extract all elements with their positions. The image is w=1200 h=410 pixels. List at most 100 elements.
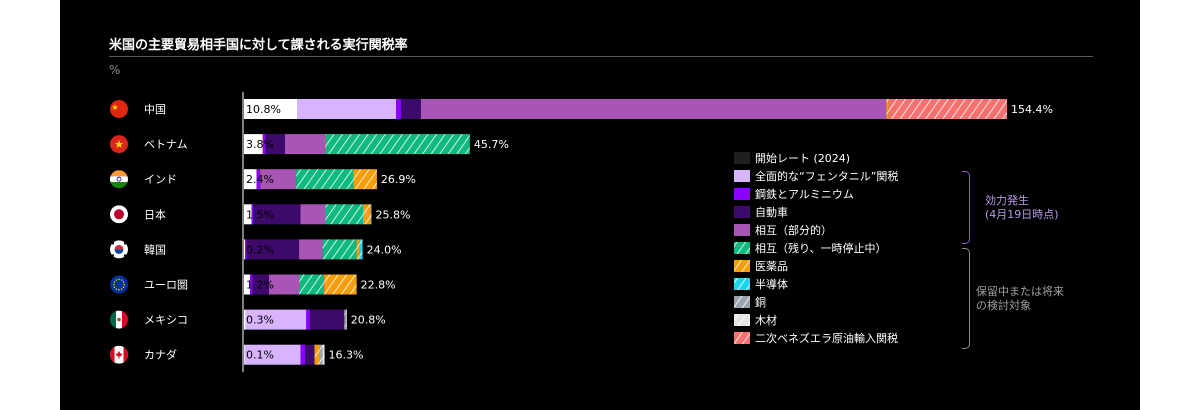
category-label: 中国 <box>144 103 166 116</box>
legend: 開始レート (2024) 全面的な“フェンタニル”関税鋼鉄とアルミニウム自動車相互… <box>734 151 898 345</box>
bar-segment-reciprocal_remaining <box>325 134 470 155</box>
bar-segment-steel_aluminum <box>251 204 253 225</box>
unit-label: % <box>109 63 121 77</box>
legend-item-steel_aluminum: 鋼鉄とアルミニウム <box>734 187 854 201</box>
start-rate-label: 2.4% <box>246 173 274 186</box>
total-label: 154.4% <box>1011 103 1053 116</box>
category-label: メキシコ <box>144 314 188 327</box>
korea-flag-icon <box>110 240 128 259</box>
legend-item-lumber: 木材 <box>734 313 777 327</box>
bar-segment-steel_aluminum <box>245 239 247 260</box>
total-label: 20.8% <box>351 314 386 327</box>
legend-label: 自動車 <box>755 205 788 219</box>
category-label: ユーロ圏 <box>144 279 188 292</box>
pending-group-label-line2: の検討対象 <box>976 299 1031 312</box>
legend-item-autos: 自動車 <box>734 205 788 219</box>
japan-flag-icon <box>110 205 128 224</box>
bar-segment-copper <box>370 204 372 225</box>
legend-swatch <box>734 206 750 218</box>
bar-segment-reciprocal <box>260 169 297 190</box>
category-label: 韓国 <box>144 243 166 256</box>
legend-label: 半導体 <box>755 277 788 291</box>
category-label: ベトナム <box>144 138 188 151</box>
bar-segment-semiconductor <box>359 239 363 260</box>
start-rate-label: 0.3% <box>246 314 274 327</box>
legend-label: 木材 <box>755 313 777 327</box>
legend-swatch <box>734 152 750 164</box>
vietnam-flag-icon: ★ <box>110 135 128 154</box>
start-rate-label: 1.2% <box>246 279 274 292</box>
legend-label: 全面的な“フェンタニル”関税 <box>755 169 898 183</box>
bar-segment-starting_rate <box>244 239 246 260</box>
bar-row: ★ 中国 10.8% 154.4% <box>110 99 1053 119</box>
tariff-bar-chart: ★ 中国 10.8% 154.4% ★ ベトナム 3.8% 45.7% インド 2.4% 26.9%… <box>110 92 1053 372</box>
bar-segment-autos <box>246 239 300 260</box>
bar-segment-autos <box>305 344 315 365</box>
legend-label: 開始レート (2024) <box>755 151 850 165</box>
bar-segment-lumber <box>322 344 325 365</box>
legend-swatch <box>734 314 750 326</box>
legend-item-pharma: 医薬品 <box>734 260 788 273</box>
bar-segment-steel_aluminum <box>306 309 311 330</box>
legend-label: 医薬品 <box>755 260 788 273</box>
svg-text:★: ★ <box>114 138 124 151</box>
legend-swatch <box>734 260 750 272</box>
bar-segment-autos <box>265 134 286 155</box>
bar-segment-lumber <box>345 309 347 330</box>
bar-segment-copper <box>344 309 346 330</box>
bar-segment-autos <box>252 204 301 225</box>
bar-segment-autos <box>310 309 345 330</box>
bar-segment-autos <box>401 99 421 119</box>
start-rate-label: 10.8% <box>246 103 281 116</box>
total-label: 45.7% <box>474 138 509 151</box>
mexico-flag-icon <box>110 310 128 329</box>
bar-segment-reciprocal_remaining <box>299 274 325 295</box>
total-label: 16.3% <box>329 349 364 362</box>
bar-segment-steel_aluminum <box>262 134 266 155</box>
bar-segment-starting_rate <box>244 134 263 155</box>
svg-text:★: ★ <box>111 103 118 112</box>
legend-item-reciprocal_remaining: 相互（残り、一時停止中） <box>734 241 887 255</box>
legend-item-venezuela: 二次ベネズエラ原油輸入関税 <box>734 331 898 345</box>
bars-layer: ★ 中国 10.8% 154.4% ★ ベトナム 3.8% 45.7% インド 2.4% 26.9%… <box>110 92 1053 372</box>
legend-swatch <box>734 242 750 254</box>
bar-segment-reciprocal <box>300 204 326 225</box>
legend-swatch <box>734 278 750 290</box>
bar-segment-pharma <box>886 99 889 119</box>
effective-group-label-line1: 効力発生 <box>985 194 1029 207</box>
effective-group-label-line2: (4月19日時点) <box>985 208 1059 221</box>
bar-segment-copper <box>319 344 323 365</box>
bar-segment-starting_rate <box>244 169 257 190</box>
total-label: 24.0% <box>367 243 402 256</box>
bar-segment-starting_rate <box>244 204 252 225</box>
legend-swatch <box>734 332 750 344</box>
total-label: 26.9% <box>381 173 416 186</box>
bar-segment-starting_rate <box>244 309 246 330</box>
legend-item-semiconductor: 半導体 <box>734 277 788 291</box>
bar-row: ★ ベトナム 3.8% 45.7% <box>110 134 509 155</box>
chart-title: 米国の主要貿易相手国に対して課される実行関税率 <box>109 38 408 53</box>
bar-row: 日本 1.5% 25.8% <box>110 204 410 225</box>
bar-segment-starting_rate <box>244 274 251 295</box>
bar-segment-autos <box>252 274 270 295</box>
bar-segment-pharma <box>353 169 377 190</box>
legend-label: 銅 <box>755 295 766 309</box>
bar-segment-steel_aluminum <box>396 99 402 119</box>
bar-segment-reciprocal_remaining <box>296 169 354 190</box>
category-label: カナダ <box>144 348 177 362</box>
bar-row: ユーロ圏 1.2% 22.8% <box>110 274 396 295</box>
start-rate-label: 1.5% <box>246 208 274 221</box>
eu-flag-icon <box>110 275 128 294</box>
bar-segment-reciprocal_remaining <box>325 204 363 225</box>
bar-segment-starting_rate <box>244 99 298 119</box>
bar-segment-reciprocal_remaining <box>322 239 357 260</box>
bar-segment-pharma <box>356 239 360 260</box>
bar-row: 韓国 0.2% 24.0% <box>110 239 402 260</box>
legend-swatch <box>734 170 750 182</box>
legend-item-copper: 銅 <box>734 295 766 309</box>
bar-segment-venezuela <box>888 99 1007 119</box>
canada-flag-icon <box>110 345 128 364</box>
bar-segment-starting_rate <box>244 344 245 365</box>
india-flag-icon <box>110 170 128 189</box>
bar-segment-reciprocal <box>269 274 300 295</box>
